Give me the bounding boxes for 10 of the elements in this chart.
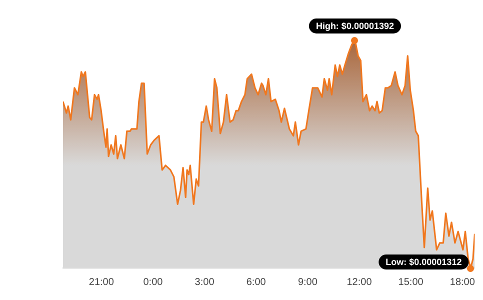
x-tick-label: 12:00 (346, 276, 372, 288)
x-tick-label: 15:00 (398, 276, 424, 288)
x-tick-label: 9:00 (298, 276, 318, 288)
x-tick-label: 18:00 (450, 276, 476, 288)
x-tick-label: 3:00 (194, 276, 215, 288)
x-tick-label: 21:00 (88, 276, 114, 288)
x-tick-label: 0:00 (143, 276, 164, 288)
x-tick-label: 6:00 (246, 276, 266, 288)
annotation: Low: $0.00001312 (386, 256, 462, 267)
annotation: High: $0.00001392 (316, 20, 394, 31)
